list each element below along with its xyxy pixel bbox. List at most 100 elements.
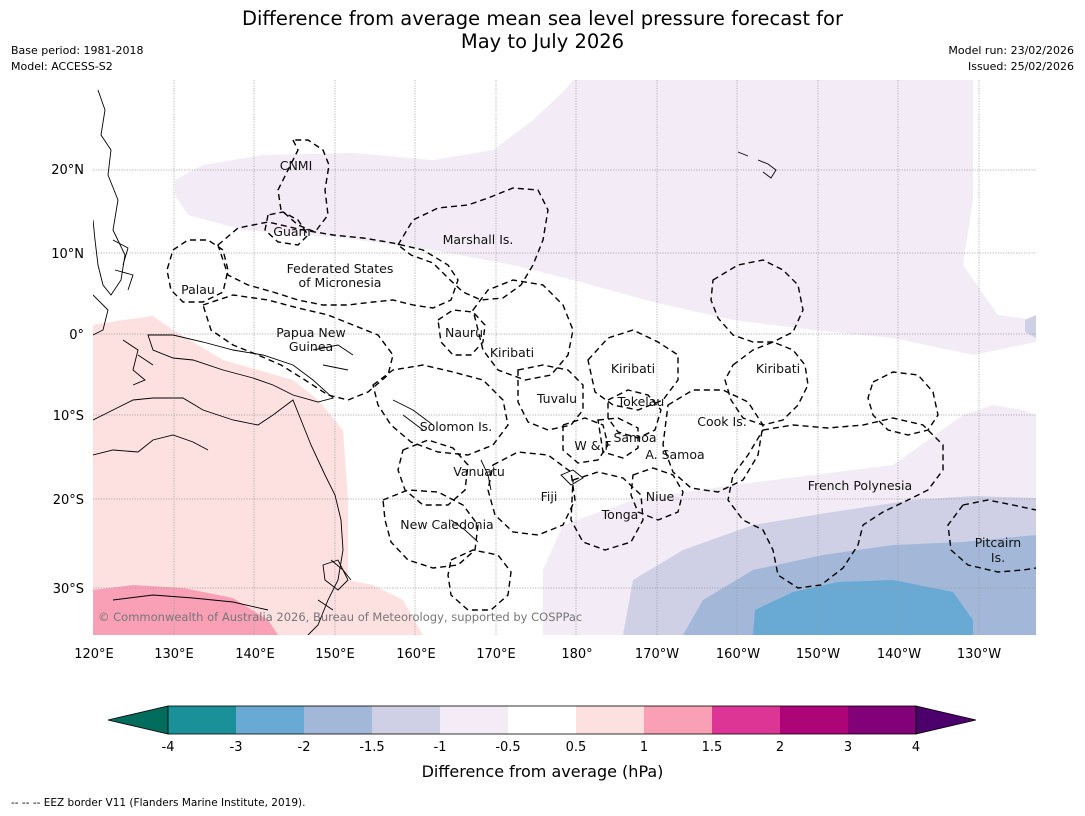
label-png-line2: Guinea	[289, 339, 333, 354]
eez-norfolk	[447, 549, 512, 611]
colorbar-cells	[168, 706, 916, 734]
colorbar-cell	[508, 706, 576, 734]
label-guam: Guam	[273, 224, 310, 239]
anomaly-core-south	[753, 580, 973, 635]
coast-philippines	[93, 89, 126, 296]
colorbar-cell	[304, 706, 372, 734]
coast-new-guinea	[147, 334, 334, 403]
eez-vanuatu	[397, 439, 469, 506]
label-kiribati-west: Kiribati	[490, 345, 534, 360]
eez-kiribati-line	[724, 341, 809, 426]
graticule	[93, 80, 1036, 635]
colorbar-under-arrow	[107, 705, 169, 735]
eez-fiji	[487, 451, 576, 536]
map-title: Difference from average mean sea level p…	[0, 7, 1085, 53]
label-cnmi: CNMI	[280, 158, 313, 173]
colorbar-tick: -4	[162, 740, 175, 755]
lat-tick: 10°N	[51, 247, 84, 262]
copyright-credit: © Commonwealth of Australia 2026, Bureau…	[98, 610, 582, 624]
label-pitcairn-line1: Pitcairn	[975, 535, 1021, 550]
colorbar-tick: -2	[298, 740, 311, 755]
anomaly-band-north	[175, 80, 1036, 355]
base-period: Base period: 1981-2018	[11, 44, 144, 57]
coastlines	[93, 89, 777, 635]
label-tokelau: Tokelau	[617, 394, 665, 409]
lat-tick: 20°N	[51, 163, 84, 178]
title-line-2: May to July 2026	[460, 30, 625, 53]
lon-tick: 160°E	[396, 647, 436, 662]
lon-tick: 130°E	[154, 647, 194, 662]
eez-marquesas	[867, 371, 939, 436]
pressure-anomaly-map: CNMI Guam Marshall Is. Federated States …	[93, 80, 1036, 635]
label-french-polynesia: French Polynesia	[808, 478, 912, 493]
label-png-line1: Papua New	[276, 325, 345, 340]
label-tuvalu: Tuvalu	[536, 391, 577, 406]
coast-fiji	[560, 469, 584, 486]
eez-tonga	[570, 471, 644, 551]
colorbar-cell	[440, 706, 508, 734]
title-line-1: Difference from average mean sea level p…	[242, 7, 843, 30]
lon-tick: 130°W	[957, 647, 1001, 662]
label-new-caledonia: New Caledonia	[400, 517, 493, 532]
lon-tick: 170°W	[635, 647, 679, 662]
lon-tick: 170°E	[476, 647, 516, 662]
label-cook-islands: Cook Is.	[697, 414, 746, 429]
axis-labels: 20°N 10°N 0° 10°S 20°S 30°S 120°E 130°E …	[51, 163, 1001, 662]
lat-tick: 10°S	[53, 409, 84, 424]
label-samoa: Samoa	[613, 430, 656, 445]
lon-tick: 140°W	[877, 647, 921, 662]
region-labels: CNMI Guam Marshall Is. Federated States …	[181, 158, 1021, 565]
colorbar-tick: 3	[844, 740, 852, 755]
lon-tick: 150°W	[796, 647, 840, 662]
lat-tick: 0°	[69, 328, 84, 343]
eez-cook	[662, 389, 764, 493]
colorbar-tick: -1	[434, 740, 447, 755]
lon-tick-labels: 120°E 130°E 140°E 150°E 160°E 170°E 180°…	[74, 647, 1001, 662]
anomaly-region-west-dark	[93, 585, 278, 635]
coast-hawaii	[737, 151, 777, 179]
eez-borders	[166, 139, 1036, 611]
coast-sulawesi	[122, 339, 154, 386]
eez-guam	[264, 211, 309, 246]
lat-tick: 20°S	[53, 493, 84, 508]
colorbar-over-arrow	[915, 705, 977, 735]
label-american-samoa: A. Samoa	[645, 447, 704, 462]
colorbar-tick: -3	[230, 740, 243, 755]
eez-kiribati-east	[710, 259, 804, 343]
eez-niue	[630, 467, 684, 521]
coast-solomons	[392, 399, 434, 431]
label-tonga: Tonga	[601, 507, 639, 522]
colorbar-tick: 1	[640, 740, 648, 755]
lon-tick: 150°E	[315, 647, 355, 662]
lon-tick: 140°E	[235, 647, 275, 662]
coast-borneo	[93, 294, 109, 336]
label-fsm-line2: of Micronesia	[299, 275, 382, 290]
label-kiribati-east: Kiribati	[756, 361, 800, 376]
label-palau: Palau	[181, 282, 215, 297]
label-vanuatu: Vanuatu	[453, 464, 505, 479]
coast-vanuatu	[480, 459, 492, 491]
eez-png	[202, 294, 394, 401]
model-name: Model: ACCESS-S2	[11, 60, 113, 73]
lat-tick-labels: 20°N 10°N 0° 10°S 20°S 30°S	[51, 163, 84, 597]
eez-kiribati-phoenix	[587, 329, 679, 411]
coast-australia-north	[93, 434, 209, 456]
colorbar-cell	[168, 706, 236, 734]
eez-solomons	[372, 364, 509, 456]
eez-new-caledonia	[382, 489, 479, 569]
eez-french-polynesia	[727, 417, 944, 589]
coast-new-caledonia	[450, 519, 479, 543]
colorbar-frame	[167, 705, 917, 735]
label-pitcairn-line2: Is.	[991, 550, 1005, 565]
label-kiribati-central: Kiribati	[611, 361, 655, 376]
eez-tokelau	[607, 389, 662, 439]
colorbar-tick: -1.5	[359, 740, 384, 755]
label-nauru: Nauru	[445, 325, 483, 340]
lon-tick: 180°	[561, 647, 592, 662]
coast-png-bottom	[112, 594, 269, 611]
coast-australia	[93, 397, 344, 635]
label-niue: Niue	[646, 489, 675, 504]
anomaly-region-west-pink	[93, 316, 423, 635]
meta-right: Model run: 23/02/2026 Issued: 25/02/2026	[948, 43, 1074, 75]
meta-left: Base period: 1981-2018 Model: ACCESS-S2	[11, 43, 143, 75]
